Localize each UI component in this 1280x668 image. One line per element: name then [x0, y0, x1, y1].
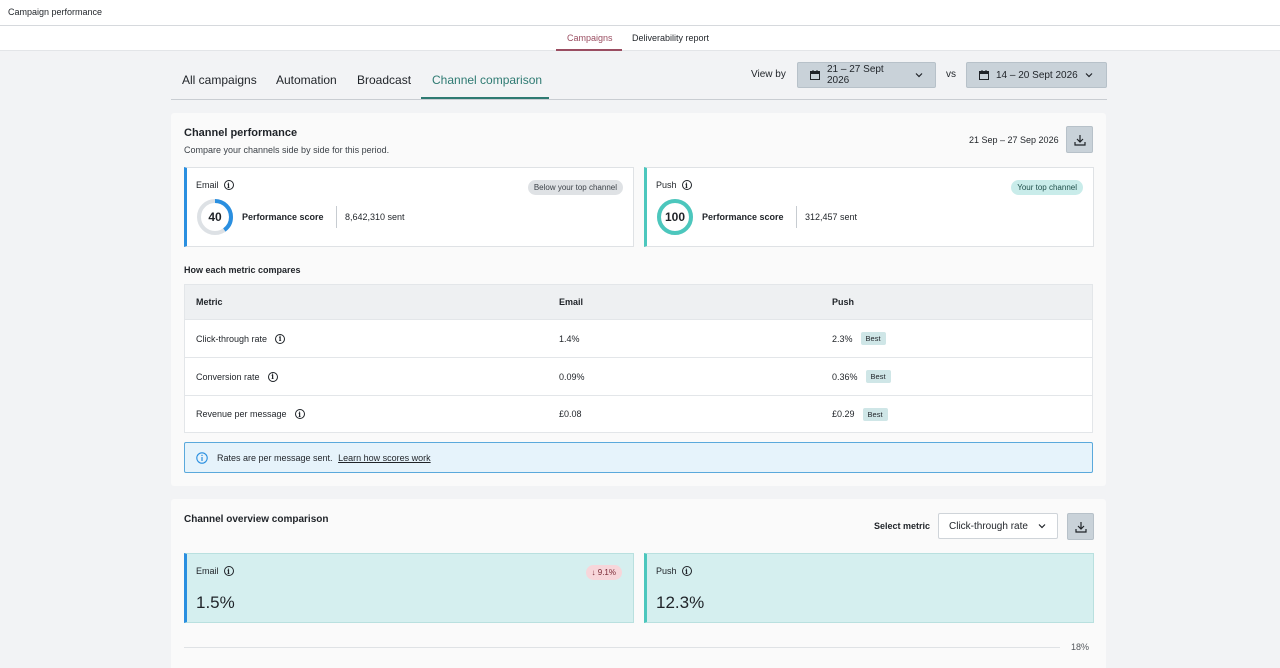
- channel-overview-card: Channel overview comparison Select metri…: [171, 499, 1106, 668]
- learn-scores-link[interactable]: Learn how scores work: [338, 452, 431, 463]
- email-score-arc: [197, 199, 233, 235]
- best-badge: Best: [865, 370, 891, 383]
- calendar-icon: [979, 70, 989, 80]
- push-metric-card: Push i 12.3%: [644, 553, 1094, 623]
- period-label: 21 Sep – 27 Sep 2026: [969, 135, 1059, 145]
- push-channel-label: Push: [656, 180, 677, 190]
- download-icon: [1074, 521, 1087, 533]
- info-icon[interactable]: i: [275, 333, 286, 344]
- info-icon[interactable]: i: [223, 566, 234, 576]
- push-score-card: Push i Your top channel 100 Performance …: [644, 167, 1094, 247]
- best-badge: Best: [860, 332, 886, 345]
- info-icon[interactable]: i: [681, 566, 692, 576]
- info-icon[interactable]: i: [681, 180, 692, 190]
- push-value: 2.3%: [832, 333, 853, 344]
- status-badge: Below your top channel: [527, 180, 623, 195]
- email-channel-label: Email: [196, 180, 219, 190]
- tab-active-indicator: [421, 97, 549, 99]
- app-header: Campaign performance: [0, 0, 1280, 26]
- email-sent-count: 8,642,310 sent: [345, 212, 405, 222]
- info-notice: Rates are per message sent. Learn how sc…: [184, 442, 1093, 473]
- previous-date-range-label: 14 – 20 Sept 2026: [996, 69, 1078, 81]
- push-metric-value: 12.3%: [656, 593, 705, 612]
- channel-performance-title: Channel performance: [184, 127, 298, 139]
- metric-select[interactable]: Click-through rate: [938, 513, 1058, 539]
- push-sent-count: 312,457 sent: [805, 212, 858, 222]
- push-score-arc: [657, 199, 693, 235]
- info-circle-icon: [196, 451, 208, 464]
- email-value: £0.08: [559, 409, 582, 419]
- notice-text: Rates are per message sent.: [217, 452, 333, 463]
- email-value: 1.4%: [559, 333, 580, 344]
- tab-channel-comparison[interactable]: Channel comparison: [432, 73, 543, 87]
- info-icon[interactable]: i: [223, 180, 234, 190]
- push-score-ring: 100: [656, 198, 694, 236]
- chevron-down-icon: [1085, 73, 1093, 78]
- table-row: Revenue per message i £0.08 £0.29 Best: [184, 395, 1093, 433]
- metric-table-title: How each metric compares: [184, 265, 301, 275]
- divider: [336, 206, 337, 228]
- performance-score-label: Performance score: [702, 212, 784, 222]
- info-icon[interactable]: i: [267, 371, 278, 382]
- metric-select-value: Click-through rate: [949, 520, 1028, 532]
- channel-performance-subtitle: Compare your channels side by side for t…: [184, 145, 390, 155]
- view-by-label: View by: [751, 69, 786, 80]
- push-channel-label: Push: [656, 566, 677, 576]
- table-row: Click-through rate i 1.4% 2.3% Best: [184, 319, 1093, 357]
- table-header: Metric Email Push: [184, 284, 1093, 319]
- channel-performance-card: Channel performance Compare your channel…: [171, 113, 1106, 486]
- divider: [796, 206, 797, 228]
- axis-tick-label: 18%: [1071, 642, 1090, 652]
- email-channel-label: Email: [196, 566, 219, 576]
- tab-automation[interactable]: Automation: [276, 73, 337, 87]
- status-badge: Your top channel: [1011, 180, 1083, 195]
- select-metric-label: Select metric: [874, 521, 931, 531]
- email-score-card: Email i Below your top channel 40 Perfor…: [184, 167, 634, 247]
- subnav-tab-deliverability-report[interactable]: Deliverability report: [632, 33, 710, 43]
- subnav-tab-campaigns[interactable]: Campaigns: [567, 33, 613, 43]
- subnav-active-indicator: [556, 49, 622, 51]
- column-header-metric: Metric: [196, 297, 223, 307]
- download-button[interactable]: [1066, 126, 1093, 153]
- metric-name: Conversion rate: [196, 371, 260, 382]
- current-date-range-button[interactable]: 21 – 27 Sept 2026: [797, 62, 936, 88]
- column-header-email: Email: [559, 297, 584, 307]
- main-tabs: All campaigns Automation Broadcast Chann…: [171, 60, 1107, 100]
- app-title: Campaign performance: [8, 7, 103, 17]
- email-value: 0.09%: [559, 371, 585, 382]
- info-icon[interactable]: i: [294, 409, 305, 419]
- tab-all-campaigns[interactable]: All campaigns: [182, 73, 257, 87]
- email-score-value: 40: [208, 210, 222, 224]
- chevron-down-icon: [1038, 524, 1046, 529]
- vs-label: vs: [946, 69, 956, 80]
- column-header-push: Push: [832, 297, 855, 307]
- chart-gridline: [184, 647, 1060, 648]
- download-button[interactable]: [1067, 513, 1094, 540]
- email-metric-card: Email i ↓ 9.1% 1.5%: [184, 553, 634, 623]
- push-value: £0.29: [832, 409, 855, 419]
- metric-comparison-table: Metric Email Push Click-through rate i 1…: [184, 284, 1093, 433]
- download-icon: [1073, 134, 1086, 146]
- calendar-icon: [810, 70, 820, 80]
- best-badge: Best: [862, 407, 888, 421]
- previous-date-range-button[interactable]: 14 – 20 Sept 2026: [966, 62, 1107, 88]
- table-row: Conversion rate i 0.09% 0.36% Best: [184, 357, 1093, 395]
- push-score-value: 100: [664, 210, 686, 224]
- chevron-down-icon: [915, 73, 923, 78]
- tab-broadcast[interactable]: Broadcast: [357, 73, 412, 87]
- push-value: 0.36%: [832, 371, 858, 382]
- channel-overview-title: Channel overview comparison: [184, 514, 329, 525]
- current-date-range-label: 21 – 27 Sept 2026: [827, 64, 884, 86]
- email-score-ring: 40: [196, 198, 234, 236]
- change-badge: ↓ 9.1%: [585, 565, 622, 580]
- email-metric-value: 1.5%: [196, 593, 235, 612]
- sub-navigation: Campaigns Deliverability report: [0, 26, 1280, 51]
- metric-name: Revenue per message: [196, 409, 287, 419]
- performance-score-label: Performance score: [242, 212, 324, 222]
- metric-name: Click-through rate: [196, 333, 268, 344]
